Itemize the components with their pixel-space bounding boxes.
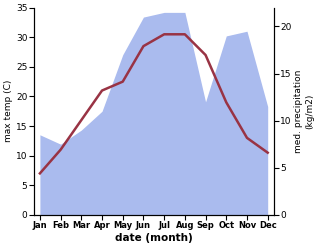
Y-axis label: max temp (C): max temp (C) <box>4 80 13 143</box>
X-axis label: date (month): date (month) <box>115 233 193 243</box>
Y-axis label: med. precipitation
(kg/m2): med. precipitation (kg/m2) <box>294 70 314 153</box>
